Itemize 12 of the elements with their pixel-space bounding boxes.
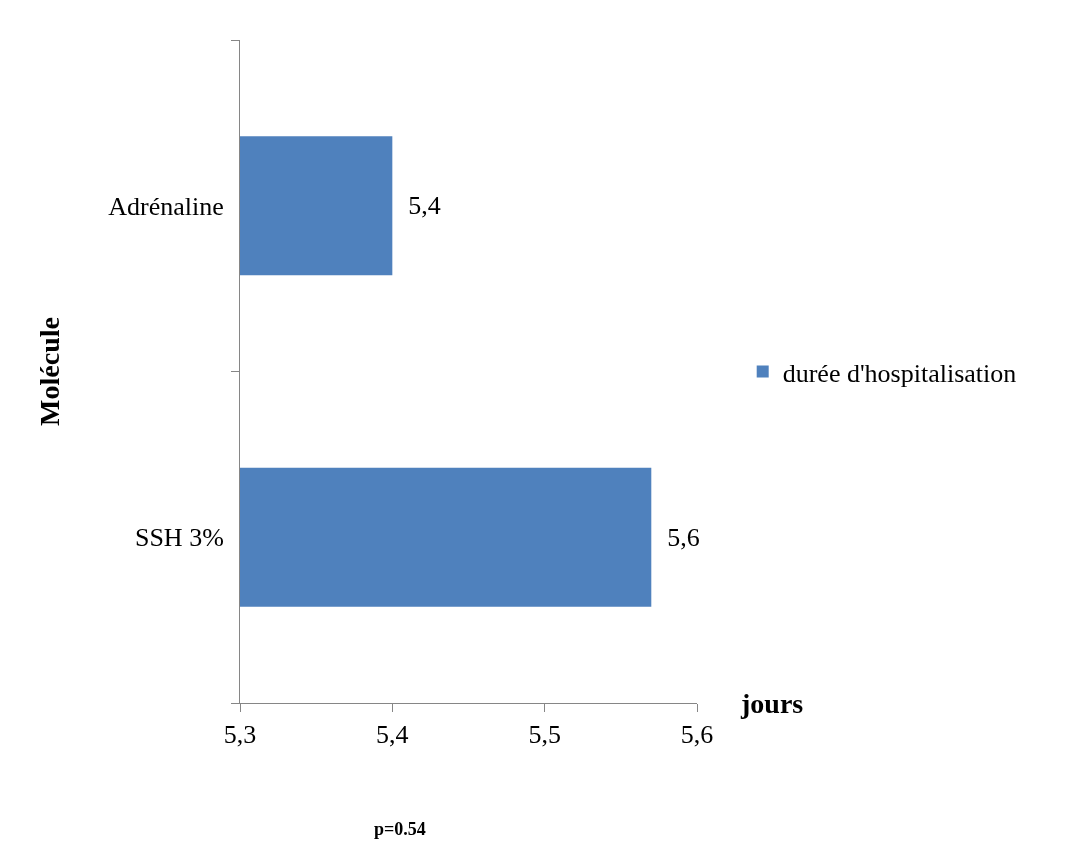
y-tick-label: SSH 3% (134, 523, 224, 553)
x-tick-label: 5,4 (376, 720, 409, 750)
x-axis-title: jours (740, 688, 804, 719)
data-label: 5,4 (395, 191, 441, 221)
text: p=0.54 (374, 819, 426, 839)
data-label: 5,6 (654, 522, 700, 552)
x-tick-label: 5,6 (680, 720, 714, 750)
y-axis-title: Molécule (33, 317, 65, 426)
x-tick-label: 5,5 (528, 720, 561, 750)
y-tick-label: Adrénaline (108, 191, 224, 221)
legend-label: durée d'hospitalisation (782, 358, 1017, 388)
x-tick-label: 5,3 (223, 720, 257, 750)
